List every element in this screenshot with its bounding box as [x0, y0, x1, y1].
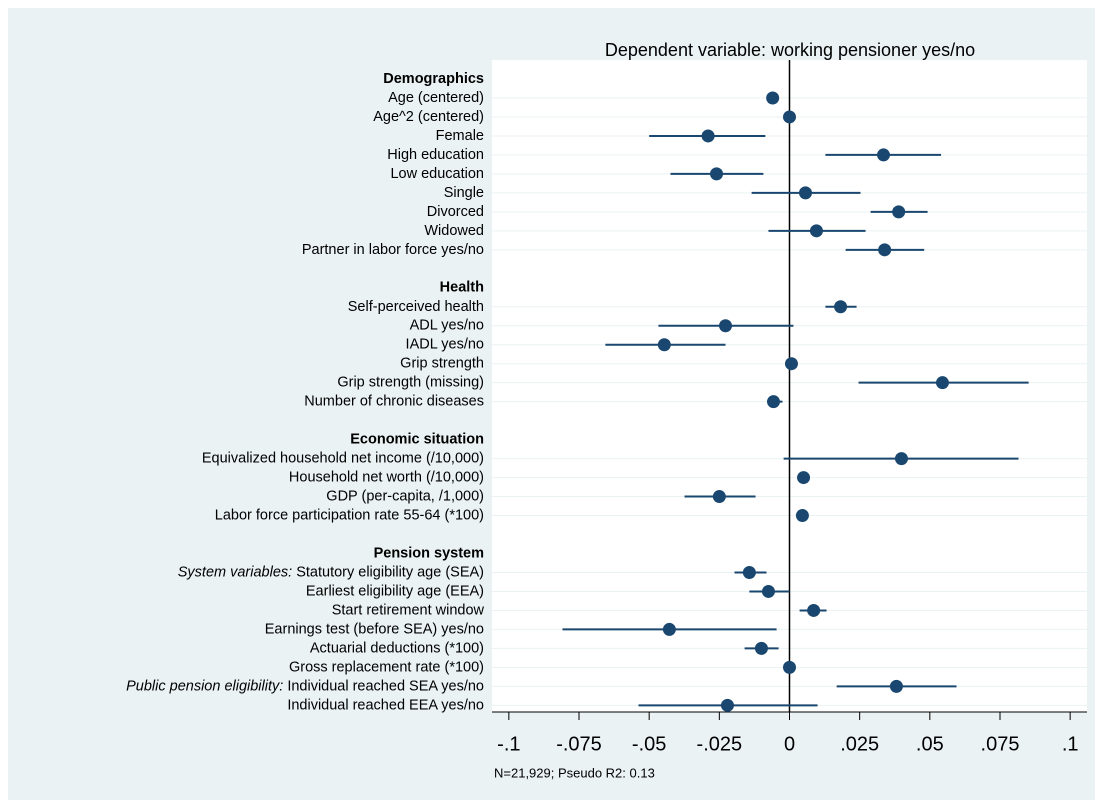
row-label: Actuarial deductions (*100) — [310, 640, 484, 656]
point-estimate — [719, 319, 733, 333]
row-label: GDP (per-capita, /1,000) — [326, 488, 484, 504]
row-label-text: Individual reached SEA yes/no — [287, 678, 484, 694]
point-estimate — [754, 641, 768, 655]
group-header: Pension system — [374, 545, 484, 561]
point-estimate — [795, 509, 809, 523]
point-estimate — [783, 660, 796, 674]
row-label-text: Earliest eligibility age (EEA) — [306, 583, 484, 599]
row-label-text: Number of chronic diseases — [304, 393, 484, 409]
point-estimate — [935, 376, 949, 390]
row-label-text: Household net worth (/10,000) — [289, 469, 484, 485]
point-estimate — [798, 186, 812, 200]
row-label-text: Grip strength — [400, 356, 484, 372]
row-label: Self-perceived health — [348, 299, 484, 315]
row-label: Individual reached EEA yes/no — [287, 697, 484, 713]
row-label: Age (centered) — [388, 90, 484, 106]
point-estimate — [766, 91, 780, 105]
point-estimate — [834, 300, 848, 314]
x-tick-label: -.025 — [697, 733, 743, 755]
row-label-text: Grip strength (missing) — [337, 375, 484, 391]
row-label: Labor force participation rate 55-64 (*1… — [215, 507, 484, 523]
row-label: Age^2 (centered) — [373, 109, 484, 125]
row-label-text: Age (centered) — [388, 90, 484, 106]
row-label: Widowed — [424, 223, 484, 239]
row-label-text: Labor force participation rate 55-64 (*1… — [215, 507, 484, 523]
row-label-text: IADL yes/no — [406, 337, 484, 353]
x-tick-label: -.075 — [556, 733, 602, 755]
point-estimate — [761, 584, 775, 598]
row-label-text: Single — [444, 185, 484, 201]
row-label: Public pension eligibility: Individual r… — [126, 678, 484, 694]
row-label: Number of chronic diseases — [304, 393, 484, 409]
row-label-text: Statutory eligibility age (SEA) — [296, 564, 484, 580]
row-label: Equivalized household net income (/10,00… — [202, 450, 484, 466]
row-label-text: Gross replacement rate (*100) — [289, 659, 484, 675]
point-estimate — [662, 622, 676, 636]
row-label-text: Self-perceived health — [348, 299, 484, 315]
row-label-text: Start retirement window — [332, 602, 485, 618]
point-estimate — [657, 338, 671, 352]
group-header: Health — [440, 280, 484, 296]
row-label: High education — [387, 147, 484, 163]
point-estimate — [894, 452, 908, 466]
x-tick-label: -.05 — [632, 733, 666, 755]
row-label-text: Female — [436, 128, 484, 144]
row-label-text: Partner in labor force yes/no — [302, 242, 484, 258]
point-estimate — [783, 110, 796, 124]
row-label-text: Divorced — [427, 204, 484, 220]
row-label-text: Actuarial deductions (*100) — [310, 640, 484, 656]
row-label: System variables: Statutory eligibility … — [178, 564, 484, 580]
row-label: Gross replacement rate (*100) — [289, 659, 484, 675]
row-label: Earnings test (before SEA) yes/no — [265, 621, 484, 637]
x-tick-label: .075 — [981, 733, 1020, 755]
row-label: Household net worth (/10,000) — [289, 469, 484, 485]
row-label: Single — [444, 185, 484, 201]
x-tick-label: -.1 — [497, 733, 520, 755]
row-label-text: GDP (per-capita, /1,000) — [326, 488, 484, 504]
row-label-text: High education — [387, 147, 484, 163]
point-estimate — [878, 243, 892, 257]
row-label: Divorced — [427, 204, 484, 220]
point-estimate — [712, 490, 726, 504]
point-estimate — [767, 395, 781, 409]
row-label: Partner in labor force yes/no — [302, 242, 484, 258]
row-label: Low education — [390, 166, 484, 182]
point-estimate — [892, 205, 906, 219]
point-estimate — [797, 471, 811, 485]
point-estimate — [701, 129, 715, 143]
row-label: Start retirement window — [332, 602, 485, 618]
row-label: Female — [436, 128, 484, 144]
point-estimate — [784, 357, 798, 371]
row-label-text: Age^2 (centered) — [373, 109, 484, 125]
row-label-text: Earnings test (before SEA) yes/no — [265, 621, 484, 637]
row-label-text: Low education — [390, 166, 484, 182]
row-label: Earliest eligibility age (EEA) — [306, 583, 484, 599]
group-header: Economic situation — [350, 431, 484, 447]
point-estimate — [720, 698, 734, 712]
row-label: ADL yes/no — [410, 318, 484, 334]
row-label: Grip strength — [400, 356, 484, 372]
row-label-text: Equivalized household net income (/10,00… — [202, 450, 484, 466]
row-label-text: Individual reached EEA yes/no — [287, 697, 484, 713]
point-estimate — [710, 167, 724, 181]
x-tick-label: .1 — [1062, 733, 1079, 755]
footnote: N=21,929; Pseudo R2: 0.13 — [494, 765, 655, 780]
point-estimate — [877, 148, 891, 162]
chart-title: Dependent variable: working pensioner ye… — [605, 40, 975, 60]
row-prefix: System variables: — [178, 564, 292, 580]
point-estimate — [809, 224, 823, 238]
point-estimate — [807, 603, 821, 617]
x-tick-label: .05 — [916, 733, 944, 755]
row-label: Grip strength (missing) — [337, 375, 484, 391]
x-tick-label: 0 — [784, 733, 795, 755]
point-estimate — [889, 679, 903, 693]
row-label-text: ADL yes/no — [410, 318, 484, 334]
row-label: IADL yes/no — [406, 337, 484, 353]
row-prefix: Public pension eligibility: — [126, 678, 283, 694]
point-estimate — [742, 565, 756, 579]
group-header: Demographics — [383, 71, 484, 87]
x-tick-label: .025 — [840, 733, 879, 755]
row-label-text: Widowed — [424, 223, 484, 239]
